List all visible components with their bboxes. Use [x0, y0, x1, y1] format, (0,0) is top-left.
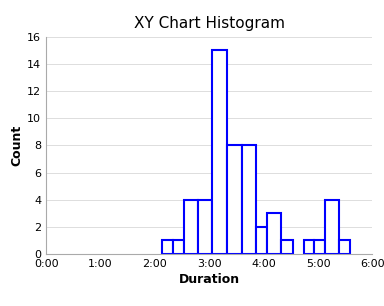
Bar	[304, 241, 314, 254]
Bar	[199, 200, 212, 254]
X-axis label: Duration: Duration	[179, 273, 240, 286]
Bar	[314, 241, 325, 254]
Bar	[267, 213, 281, 254]
Bar	[212, 50, 227, 254]
Bar	[227, 145, 242, 254]
Bar	[173, 241, 184, 254]
Bar	[339, 241, 350, 254]
Bar	[242, 145, 257, 254]
Bar	[281, 241, 293, 254]
Bar	[257, 227, 267, 254]
Y-axis label: Count: Count	[10, 125, 23, 166]
Bar	[184, 200, 199, 254]
Bar	[325, 200, 339, 254]
Title: XY Chart Histogram: XY Chart Histogram	[134, 17, 285, 32]
Bar	[162, 241, 173, 254]
